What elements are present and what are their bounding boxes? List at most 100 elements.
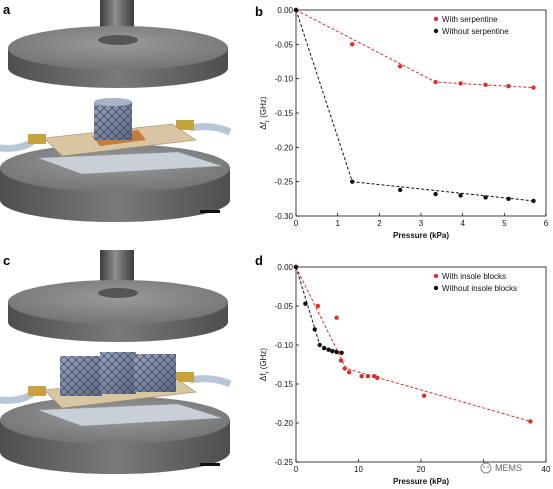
plunger-base-a	[98, 35, 138, 45]
y-tick-label-d: 0.00	[277, 263, 293, 272]
trend-line-d-1	[295, 266, 342, 354]
x-tick-label-b: 5	[502, 219, 507, 228]
data-point-b-1	[397, 187, 403, 193]
data-point-b-0	[458, 81, 463, 86]
x-axis-title-d: Pressure (kPa)	[393, 477, 449, 486]
x-tick-label-b: 2	[377, 219, 382, 228]
connector-right-a	[176, 120, 194, 130]
panel-label-b: b	[255, 4, 263, 19]
legend-label-b-0: With serpentine	[442, 15, 498, 24]
insole-blocks-c	[60, 352, 176, 396]
data-point-d-1	[293, 264, 299, 270]
block-texture-a	[94, 102, 132, 140]
y-tick-label-b: -0.30	[275, 212, 294, 221]
y-tick-label-b: -0.10	[275, 75, 294, 84]
data-point-d-0	[359, 374, 364, 379]
legend-marker-b-1	[433, 28, 439, 34]
illustration-a: a	[0, 0, 232, 222]
data-point-d-0	[342, 366, 347, 371]
cable-right-c	[189, 375, 232, 388]
plot-frame-b	[295, 9, 547, 217]
data-point-d-1	[317, 342, 322, 348]
data-point-b-0	[531, 85, 536, 90]
wechat-icon-eye-left	[483, 466, 485, 468]
data-point-d-0	[528, 419, 533, 424]
trend-line-b-0	[295, 9, 534, 89]
chart-d: d 0 10 20 40 0.00 -0.05 -0.10 -0.15 -0.20 -0.25 Pr…	[255, 253, 551, 486]
y-tick-label-d: -0.15	[275, 380, 294, 389]
top-platen-a	[8, 26, 228, 70]
data-point-d-0	[421, 393, 427, 398]
cable-left-a	[0, 139, 34, 152]
legend-marker-d-1	[433, 285, 439, 291]
data-point-d-0	[346, 370, 352, 375]
connector-right-c	[176, 372, 194, 382]
data-point-b-1	[293, 7, 299, 13]
data-point-b-1	[531, 198, 536, 204]
data-point-d-1	[339, 350, 344, 355]
scale-bar-c	[200, 463, 220, 466]
x-tick-label-d: 40	[542, 465, 551, 474]
data-point-d-0	[338, 358, 344, 363]
data-point-b-1	[350, 179, 355, 184]
data-point-d-0	[315, 303, 321, 309]
x-tick-label-b: 0	[294, 219, 299, 228]
data-point-b-1	[433, 191, 438, 197]
y-tick-label-b: 0.00	[277, 6, 293, 15]
y-tick-label-d: -0.20	[275, 419, 294, 428]
legend-label-d-0: With insole blocks	[442, 272, 506, 281]
x-tick-label-d: 0	[294, 465, 299, 474]
y-tick-label-b: -0.05	[275, 40, 294, 49]
data-point-d-1	[326, 347, 331, 352]
block-top-a	[94, 98, 132, 106]
data-point-d-1	[321, 345, 327, 351]
block-texture-right-c	[134, 354, 176, 392]
panel-label-c: c	[3, 253, 10, 268]
illustration-c: c	[0, 250, 232, 474]
trend-line-b-1	[295, 9, 534, 202]
trend-line-d-0	[295, 266, 531, 422]
y-axis-title-d: Δfr (GHz)	[259, 348, 271, 381]
wechat-icon-eye-right	[487, 466, 489, 468]
panel-label-d: d	[255, 253, 263, 268]
connector-left-c	[28, 386, 46, 396]
data-point-b-1	[506, 196, 511, 202]
cable-right-a	[189, 123, 232, 136]
watermark: MEMS	[480, 462, 522, 474]
legend-label-b-1: Without serpentine	[442, 27, 509, 36]
y-tick-label-b: -0.15	[275, 109, 294, 118]
wechat-icon	[480, 462, 492, 474]
legend-marker-d-0	[433, 273, 439, 279]
base-plate-a	[37, 151, 223, 175]
x-axis-title-b: Pressure (kPa)	[393, 231, 449, 240]
legend-marker-b-0	[433, 16, 439, 22]
y-tick-label-b: -0.25	[275, 178, 294, 187]
x-tick-label-b: 3	[419, 219, 424, 228]
data-point-d-0	[365, 374, 371, 379]
x-tick-label-b: 1	[335, 219, 340, 228]
base-plate-c	[37, 403, 223, 427]
plot-frame-d	[295, 266, 547, 463]
chart-b: b 0 1 2 3 4 5 6 0.00 -0.05 -0.10 -0.15 -0.20 -0.25 -0…	[255, 4, 549, 240]
legend-label-d-1: Without insole blocks	[442, 284, 517, 293]
x-tick-label-b: 6	[544, 219, 549, 228]
y-axis-title-b: Δfr (GHz)	[259, 96, 271, 129]
data-point-d-1	[312, 327, 317, 332]
panel-label-a: a	[3, 2, 11, 17]
data-point-d-0	[375, 375, 380, 380]
data-point-b-0	[397, 64, 403, 69]
block-texture-middle-c	[100, 352, 136, 394]
y-tick-label-d: -0.25	[275, 458, 294, 467]
connector-left-a	[28, 134, 46, 144]
plunger-base-c	[98, 288, 138, 298]
data-point-d-1	[334, 349, 339, 355]
data-point-d-1	[303, 301, 308, 306]
data-point-b-0	[483, 82, 488, 88]
y-tick-label-d: -0.10	[275, 341, 294, 350]
x-tick-label-b: 4	[460, 219, 465, 228]
cable-left-c	[0, 391, 34, 404]
data-point-b-1	[483, 195, 488, 200]
x-tick-label-d: 20	[417, 465, 426, 474]
y-tick-label-d: -0.05	[275, 302, 294, 311]
